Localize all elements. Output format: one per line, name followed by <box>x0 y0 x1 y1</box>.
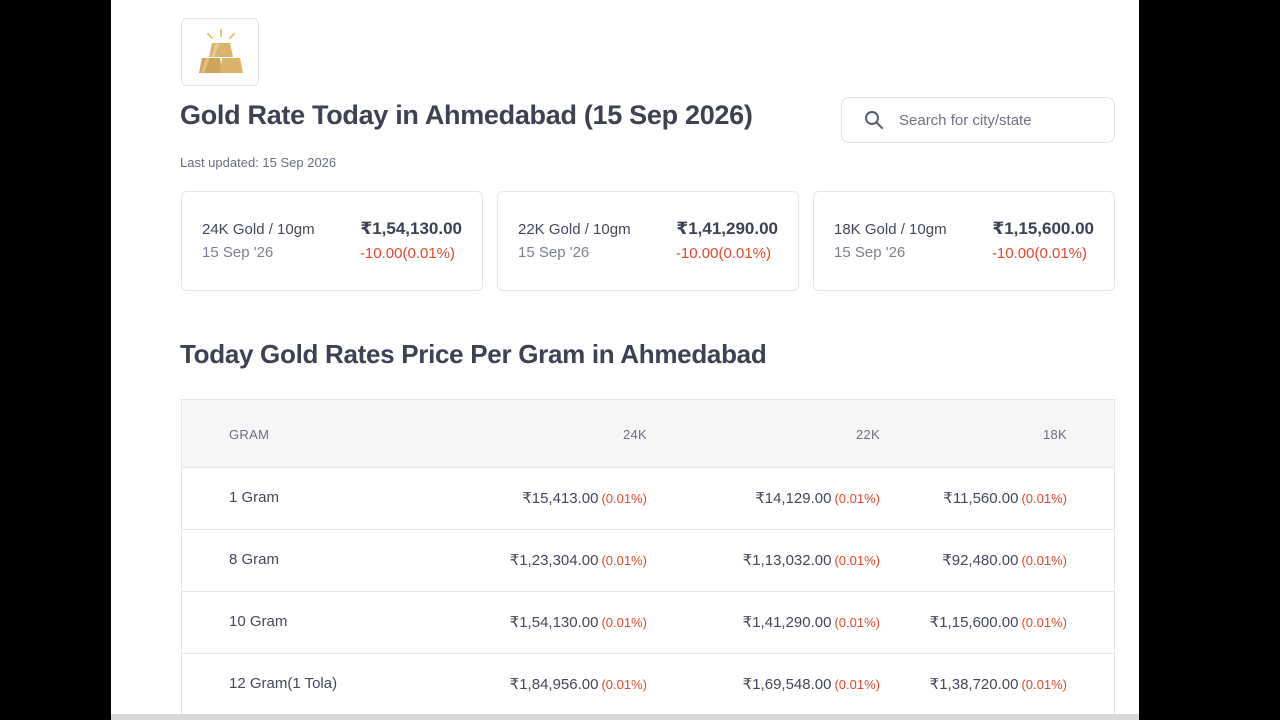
card-name: 24K Gold / 10gm <box>202 221 315 238</box>
card-date: 15 Sep '26 <box>834 244 906 261</box>
price-value: ₹14,129.00 <box>755 490 832 507</box>
table-row: 8 Gram ₹1,23,304.00 (0.01%) ₹1,13,032.00(… <box>182 530 1114 592</box>
price-18k-cell: ₹92,480.00 (0.01%) <box>942 551 1067 569</box>
price-change: (0.01%) <box>1021 677 1067 692</box>
price-24k-cell: ₹1,23,304.00 (0.01%) <box>510 551 647 569</box>
price-value: ₹1,23,304.00 <box>509 552 599 569</box>
rates-table: GRAM 24K 22K 18K 1 Gram ₹15,413.00 (0.01%… <box>181 399 1115 717</box>
price-value: ₹1,13,032.00 <box>742 552 832 569</box>
search-input[interactable] <box>899 111 1099 129</box>
gram-cell: 10 Gram <box>229 613 288 630</box>
table-row: 10 Gram ₹1,54,130.00 (0.01%) ₹1,41,290.00… <box>182 592 1114 654</box>
gold-bars-logo <box>181 18 259 86</box>
price-change: (0.01%) <box>601 615 647 630</box>
price-value: ₹1,84,956.00 <box>509 676 599 693</box>
price-22k-cell: ₹1,69,548.00 (0.01%) <box>743 675 880 693</box>
card-price: ₹1,54,130.00 <box>360 219 462 238</box>
price-22k-cell: ₹14,129.00 (0.01%) <box>755 489 880 507</box>
price-change: (0.01%) <box>601 491 647 506</box>
price-22k-cell: ₹1,13,032.00 (0.01%) <box>743 551 880 569</box>
price-18k-cell: ₹1,15,600.00 (0.01%) <box>930 613 1067 631</box>
search-box[interactable] <box>841 97 1115 143</box>
price-value: ₹15,413.00 <box>522 490 599 507</box>
card-change: -10.00(0.01%) <box>359 245 455 262</box>
page-title: Gold Rate Today in Ahmedabad (15 Sep 202… <box>180 100 753 130</box>
price-22k-cell: ₹1,41,290.00 (0.01%) <box>743 613 880 631</box>
column-header-22k: 22K <box>855 427 880 442</box>
gram-cell: 12 Gram(1 Tola) <box>229 675 338 692</box>
price-value: ₹1,41,290.00 <box>742 614 832 631</box>
gram-cell: 8 Gram <box>229 551 280 568</box>
card-change: -10.00(0.01%) <box>675 245 771 262</box>
price-24k-cell: ₹1,54,130.00 (0.01%) <box>510 613 647 631</box>
price-value: ₹1,69,548.00 <box>742 676 832 693</box>
table-row: 1 Gram ₹15,413.00 (0.01%) ₹14,129.00 (0.01… <box>182 468 1114 530</box>
column-header-gram: GRAM <box>229 427 270 442</box>
price-change: (0.01%) <box>1021 491 1067 506</box>
price-18k-cell: ₹11,560.00 (0.01%) <box>943 489 1067 507</box>
card-date: 15 Sep '26 <box>518 244 590 261</box>
search-icon[interactable] <box>864 110 884 130</box>
price-value: ₹1,15,600.00 <box>929 614 1019 631</box>
price-change: (0.01%) <box>1021 553 1067 568</box>
gram-cell: 1 Gram <box>229 489 280 506</box>
rate-card-22k[interactable]: 22K Gold / 10gm 15 Sep '26 ₹1,41,290.00 … <box>497 191 799 291</box>
gold-bars-icon <box>199 29 243 73</box>
price-24k-cell: ₹1,84,956.00 (0.01%) <box>510 675 647 693</box>
card-price: ₹1,41,290.00 <box>676 219 778 238</box>
table-header: GRAM 24K 22K 18K <box>182 400 1114 468</box>
card-price: ₹1,15,600.00 <box>992 219 1094 238</box>
price-24k-cell: ₹15,413.00 (0.01%) <box>522 489 647 507</box>
table-row: 12 Gram(1 Tola) ₹1,84,956.00 (0.01%) ₹1,6… <box>182 654 1114 716</box>
price-change: (0.01%) <box>601 553 647 568</box>
rate-card-24k[interactable]: 24K Gold / 10gm 15 Sep '26 ₹1,54,130.00 … <box>181 191 483 291</box>
rates-section-title: Today Gold Rates Price Per Gram in Ahmed… <box>180 339 767 369</box>
price-value: ₹11,560.00 <box>943 490 1019 507</box>
card-date: 15 Sep '26 <box>202 244 274 261</box>
rate-card-18k[interactable]: 18K Gold / 10gm 15 Sep '26 ₹1,15,600.00 … <box>813 191 1115 291</box>
price-change: (0.01%) <box>601 677 647 692</box>
price-change: (0.01%) <box>834 677 880 692</box>
last-updated: Last updated: 15 Sep 2026 <box>180 155 337 170</box>
price-value: ₹1,54,130.00 <box>509 614 599 631</box>
horizontal-scrollbar[interactable] <box>111 714 1139 720</box>
card-change: -10.00(0.01%) <box>991 245 1087 262</box>
page: Gold Rate Today in Ahmedabad (15 Sep 202… <box>111 0 1139 720</box>
price-value: ₹1,38,720.00 <box>929 676 1019 693</box>
card-name: 22K Gold / 10gm <box>518 221 631 238</box>
price-change: (0.01%) <box>834 491 880 506</box>
card-name: 18K Gold / 10gm <box>834 221 947 238</box>
column-header-18k: 18K <box>1042 427 1067 442</box>
price-18k-cell: ₹1,38,720.00 (0.01%) <box>930 675 1067 693</box>
price-change: (0.01%) <box>1021 615 1067 630</box>
column-header-24k: 24K <box>622 427 647 442</box>
rate-cards: 24K Gold / 10gm 15 Sep '26 ₹1,54,130.00 … <box>181 191 1115 291</box>
price-change: (0.01%) <box>834 615 880 630</box>
price-change: (0.01%) <box>834 553 880 568</box>
price-value: ₹92,480.00 <box>942 552 1019 569</box>
